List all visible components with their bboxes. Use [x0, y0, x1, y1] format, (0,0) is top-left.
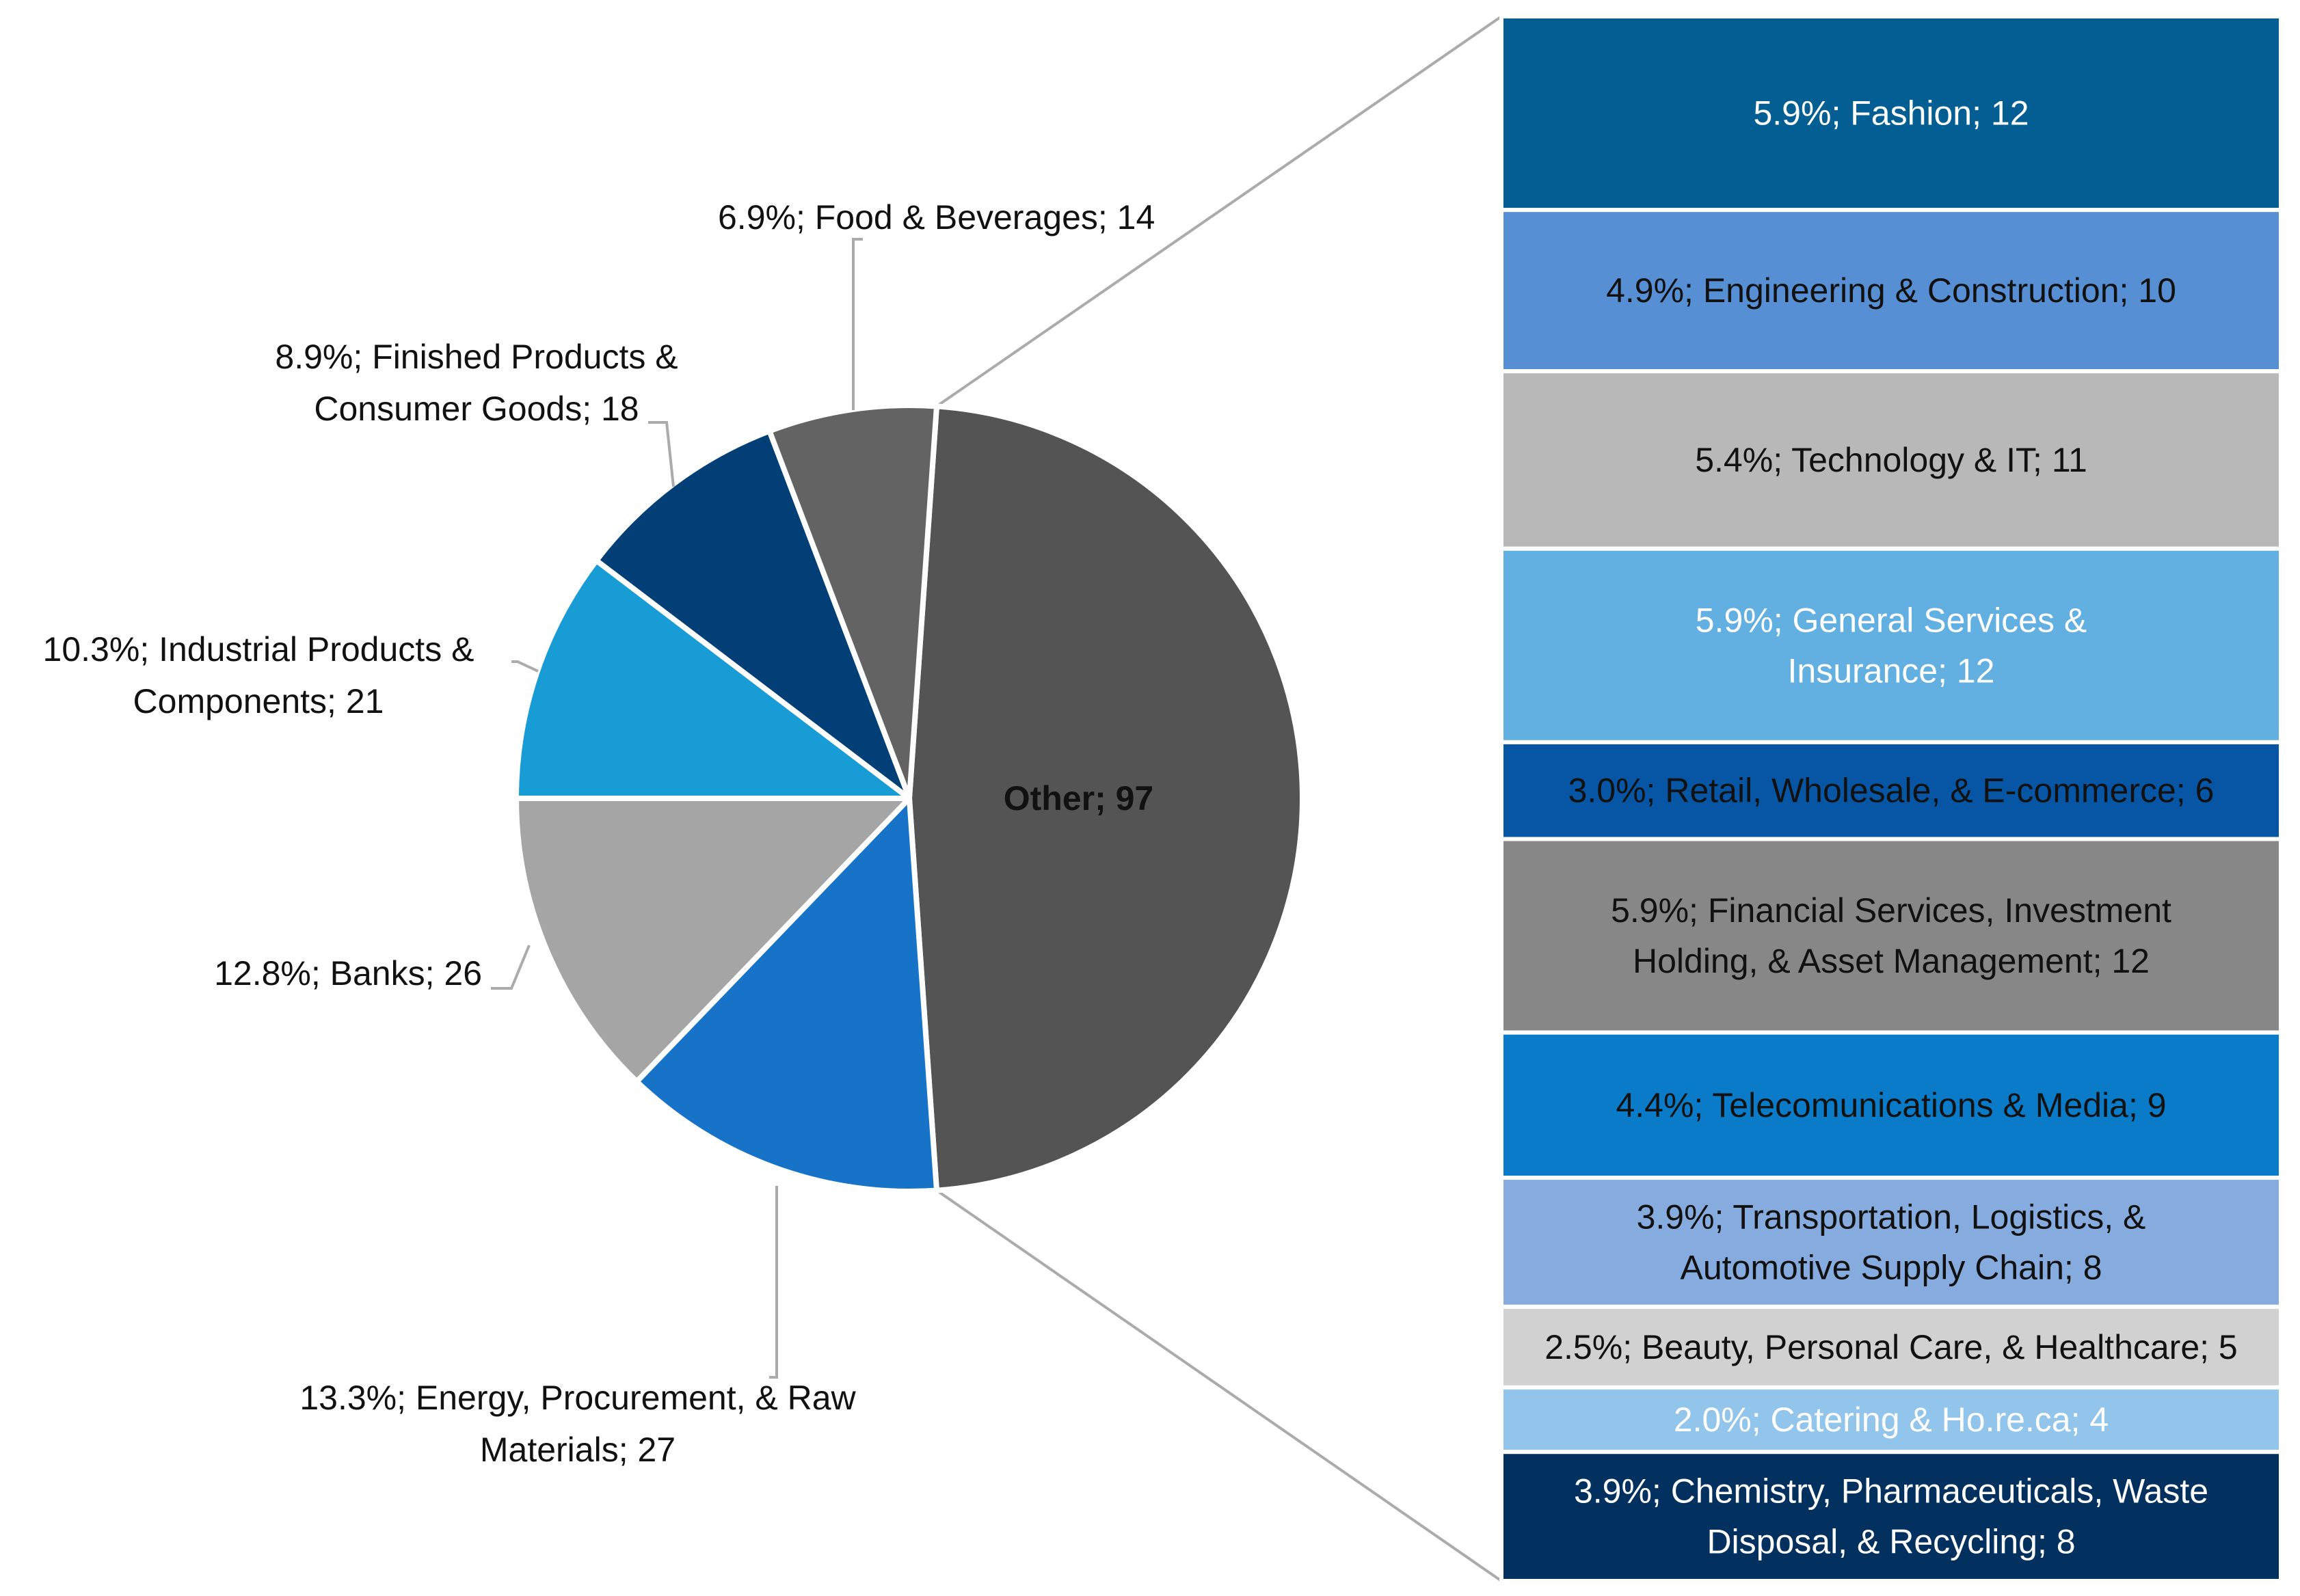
pie-leader-lines: [491, 238, 863, 1379]
bar-segment-label: 3.9%; Chemistry, Pharmaceuticals, Waste: [1574, 1472, 2208, 1511]
pie-label-line: Materials; 27: [480, 1431, 676, 1469]
leader-line-industrial: [511, 660, 539, 673]
pie-label-line: Components; 21: [133, 682, 384, 720]
connector-line-bottom: [935, 1189, 1503, 1582]
bar-segment-label: 5.9%; General Services &: [1696, 601, 2087, 639]
pie-bar-connectors: [935, 15, 1503, 1582]
pie-label-line: 6.9%; Food & Beverages; 14: [718, 198, 1155, 236]
bar-segment-catering-ho-re-ca: 2.0%; Catering & Ho.re.ca; 4: [1499, 1385, 2283, 1455]
pie-label-line: Consumer Goods; 18: [314, 390, 639, 428]
bar-segment-rect: [1499, 1450, 2283, 1584]
connector-line-top: [935, 15, 1503, 408]
bar-segment-label: Disposal, & Recycling; 8: [1707, 1523, 2075, 1561]
bar-segment-label: 4.9%; Engineering & Construction; 10: [1606, 271, 2176, 310]
bar-segment-rect: [1499, 1304, 2283, 1390]
bar-segment-engineering-construction: 4.9%; Engineering & Construction; 10: [1499, 208, 2283, 374]
bar-segment-fashion: 5.9%; Fashion; 12: [1499, 14, 2283, 213]
pie-label-line: 10.3%; Industrial Products &: [43, 630, 474, 668]
pie-label-industrial-products-components: 10.3%; Industrial Products & Components; …: [43, 630, 474, 720]
pie: [513, 403, 1305, 1195]
pie-label-food-beverages: 6.9%; Food & Beverages; 14: [718, 198, 1155, 236]
pie-label-line: 12.8%; Banks; 26: [214, 954, 482, 992]
bar-segment-chemistry-pharmaceuticals-waste-disposal-recycling: 3.9%; Chemistry, Pharmaceuticals, Waste D…: [1499, 1450, 2283, 1584]
bar-segment-retail-wholesale-e-commerce: 3.0%; Retail, Wholesale, & E-commerce; 6: [1499, 740, 2283, 841]
bar-segment-transportation-logistics-automotive-supply-chain: 3.9%; Transportation, Logistics, & Automo…: [1499, 1176, 2283, 1309]
pie-slice-label-other: Other; 97: [1004, 779, 1154, 817]
bar-segment-financial-services-investment-holding-asset-management: 5.9%; Financial Services, Investment Hold…: [1499, 837, 2283, 1035]
bar-segment-rect: [1499, 837, 2283, 1035]
pie-label-banks: 12.8%; Banks; 26: [214, 954, 482, 992]
bar-segment-label: 5.9%; Fashion; 12: [1753, 94, 2029, 133]
bar-segment-label: 2.5%; Beauty, Personal Care, & Healthcar…: [1545, 1328, 2238, 1366]
stacked-bar: 5.9%; Fashion; 12 4.9%; Engineering & Con…: [1499, 14, 2283, 1584]
pie-label-finished-products-consumer-goods: 8.9%; Finished Products & Consumer Goods;…: [275, 338, 678, 428]
pie-slice-energy-procurement-raw-materials: [634, 796, 940, 1195]
bar-segment-rect: [1499, 740, 2283, 841]
bar-segment-rect: [1499, 546, 2283, 744]
leader-line-finished: [648, 421, 675, 487]
bar-segment-general-services-insurance: 5.9%; General Services & Insurance; 12: [1499, 546, 2283, 744]
pie-slice-other: [907, 403, 1305, 1193]
bar-segment-label: Automotive Supply Chain; 8: [1680, 1248, 2102, 1286]
bar-segment-label: 2.0%; Catering & Ho.re.ca; 4: [1674, 1401, 2109, 1439]
pie-label-line: 8.9%; Finished Products &: [275, 338, 678, 376]
leader-line-energy: [769, 1186, 778, 1379]
leader-line-banks: [491, 945, 531, 990]
pie-label-energy-procurement-raw-materials: 13.3%; Energy, Procurement, & Raw Materia…: [299, 1379, 856, 1469]
bar-segment-label: 5.9%; Financial Services, Investment: [1611, 891, 2171, 930]
bar-segment-label: Holding, & Asset Management; 12: [1633, 942, 2150, 980]
bar-segment-beauty-personal-care-healthcare: 2.5%; Beauty, Personal Care, & Healthcar…: [1499, 1304, 2283, 1390]
pie-label-line: 13.3%; Energy, Procurement, & Raw: [299, 1379, 856, 1417]
bar-segment-label: Insurance; 12: [1788, 651, 1995, 690]
pie-slice-banks: [513, 796, 912, 1085]
bar-segment-technology-it: 5.4%; Technology & IT; 11: [1499, 369, 2283, 551]
bar-segment-rect: [1499, 14, 2283, 213]
pie-labels: Other; 97 13.3%; Energy, Procurement, & R…: [43, 198, 1155, 1469]
bar-segment-label: 5.4%; Technology & IT; 11: [1695, 441, 2087, 479]
bar-segment-rect: [1499, 369, 2283, 551]
pie-slice-food-beverages: [766, 403, 940, 801]
bar-segment-label: 3.0%; Retail, Wholesale, & E-commerce; 6: [1568, 772, 2215, 810]
bar-segment-rect: [1499, 1176, 2283, 1309]
pie-slice-industrial-products-components: [513, 558, 912, 801]
bar-segment-rect: [1499, 1030, 2283, 1180]
bar-segment-telecomunications-media: 4.4%; Telecomunications & Media; 9: [1499, 1030, 2283, 1180]
leader-line-food: [852, 238, 863, 410]
bar-segment-rect: [1499, 1385, 2283, 1455]
bar-segment-label: 4.4%; Telecomunications & Media; 9: [1616, 1086, 2166, 1124]
bar-segment-rect: [1499, 208, 2283, 374]
bar-segment-label: 3.9%; Transportation, Logistics, &: [1637, 1198, 2146, 1236]
